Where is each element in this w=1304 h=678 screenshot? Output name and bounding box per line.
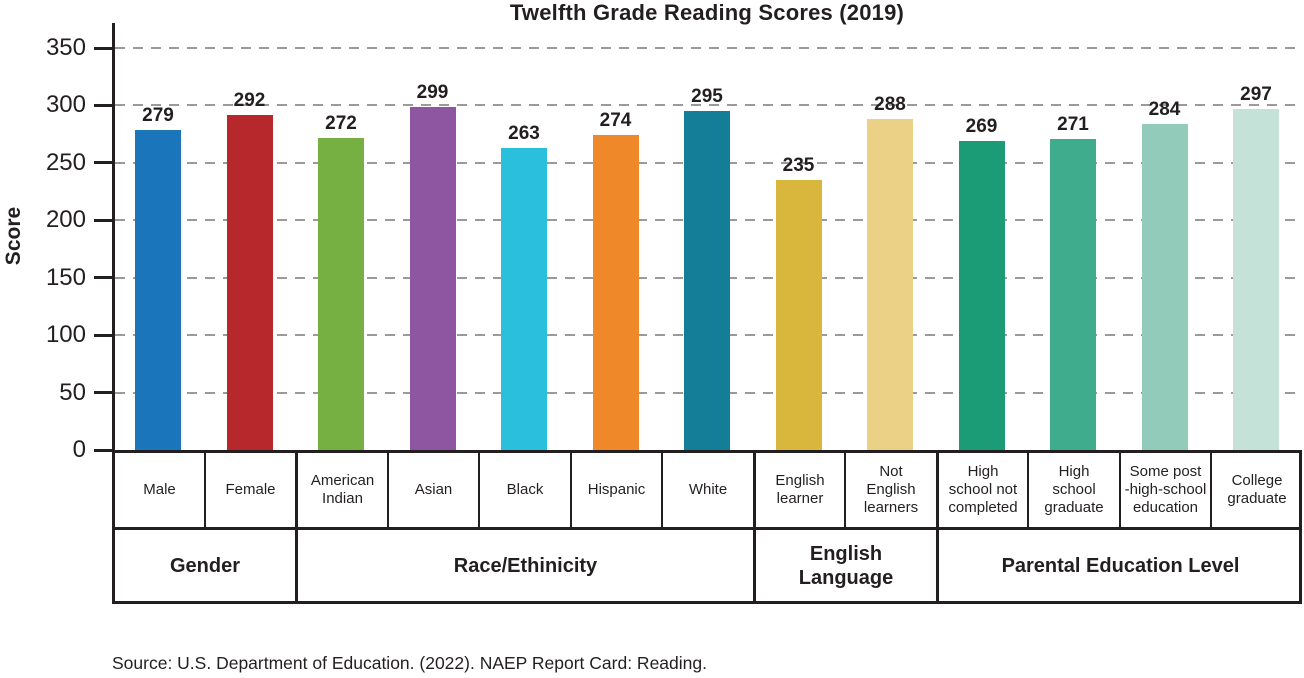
y-axis-tick: [94, 276, 112, 280]
category-cell: Asian: [387, 453, 478, 527]
gridline: [115, 47, 1302, 49]
y-axis-line: [112, 23, 115, 453]
y-tick-label: 350: [45, 34, 86, 61]
bar: [684, 111, 730, 450]
bar-value-label: 295: [691, 86, 723, 108]
y-axis-tick: [94, 161, 112, 165]
y-tick-label: 300: [45, 91, 86, 119]
bar: [318, 137, 364, 450]
bar-value-label: 292: [233, 89, 266, 111]
bar: [958, 141, 1005, 450]
group-cell: Gender: [112, 530, 295, 601]
category-cell: English learner: [753, 453, 844, 527]
bar: [409, 106, 456, 450]
category-cell: High school graduate: [1027, 453, 1119, 527]
category-cell: American Indian: [295, 453, 387, 527]
category-cell: College graduate: [1210, 453, 1302, 527]
source-citation: Source: U.S. Department of Education. (2…: [112, 653, 707, 673]
bar-value-label: 299: [416, 81, 449, 103]
bar-value-label: 274: [599, 110, 632, 132]
y-axis-tick: [94, 391, 112, 395]
y-axis-tick: [94, 448, 112, 452]
category-cell: Not English learners: [844, 453, 936, 527]
y-axis-tick: [94, 218, 112, 222]
group-cell: Parental Education Level: [936, 530, 1302, 601]
bar: [1233, 108, 1279, 450]
bar: [1050, 138, 1096, 450]
category-cell: Black: [478, 453, 570, 527]
bar: [135, 129, 181, 450]
category-cell: Male: [112, 453, 204, 527]
y-tick-label: 250: [45, 148, 86, 176]
plot-area: 0 50 100 150 200 250 300 350 279 292 272 299 263 274…: [45, 23, 1302, 463]
y-axis-tick: [94, 333, 112, 337]
y-tick-label: 200: [45, 206, 86, 234]
y-axis-tick: [94, 103, 112, 107]
gridline: [115, 104, 1302, 107]
category-cell: White: [661, 453, 753, 527]
category-cell: Hispanic: [570, 453, 661, 527]
category-label-row: Male Female American Indian Asian Black Hispa…: [112, 450, 1302, 527]
bar-value-label: 288: [874, 94, 906, 116]
bar-value-label: 284: [1148, 98, 1181, 120]
category-cell: Female: [204, 453, 295, 527]
y-tick-label: 150: [45, 263, 86, 291]
bar-value-label: 235: [782, 155, 815, 177]
bar: [226, 114, 273, 450]
group-cell: English Language: [753, 530, 936, 601]
bar: [775, 180, 822, 450]
bar-value-label: 271: [1057, 113, 1089, 135]
y-tick-label: 50: [59, 378, 86, 406]
bar: [592, 135, 639, 450]
y-axis-tick: [94, 46, 112, 50]
chart-title: Twelfth Grade Reading Scores (2019): [509, 0, 905, 25]
bar: [501, 147, 547, 450]
y-tick-label: 0: [72, 436, 86, 463]
y-tick-label: 100: [45, 321, 86, 349]
bar: [1141, 123, 1188, 450]
bar-value-label: 269: [965, 116, 998, 138]
bar-value-label: 272: [325, 112, 357, 134]
category-cell: Some post -high-school education: [1119, 453, 1210, 527]
category-cell: High school not completed: [936, 453, 1027, 527]
bar: [867, 119, 913, 450]
bar-value-label: 263: [508, 122, 540, 144]
bar-value-label: 279: [142, 104, 174, 126]
bar-value-label: 297: [1240, 83, 1272, 105]
group-label-row: Gender Race/Ethinicity English Language Par…: [112, 527, 1302, 604]
group-cell: Race/Ethinicity: [295, 530, 753, 601]
